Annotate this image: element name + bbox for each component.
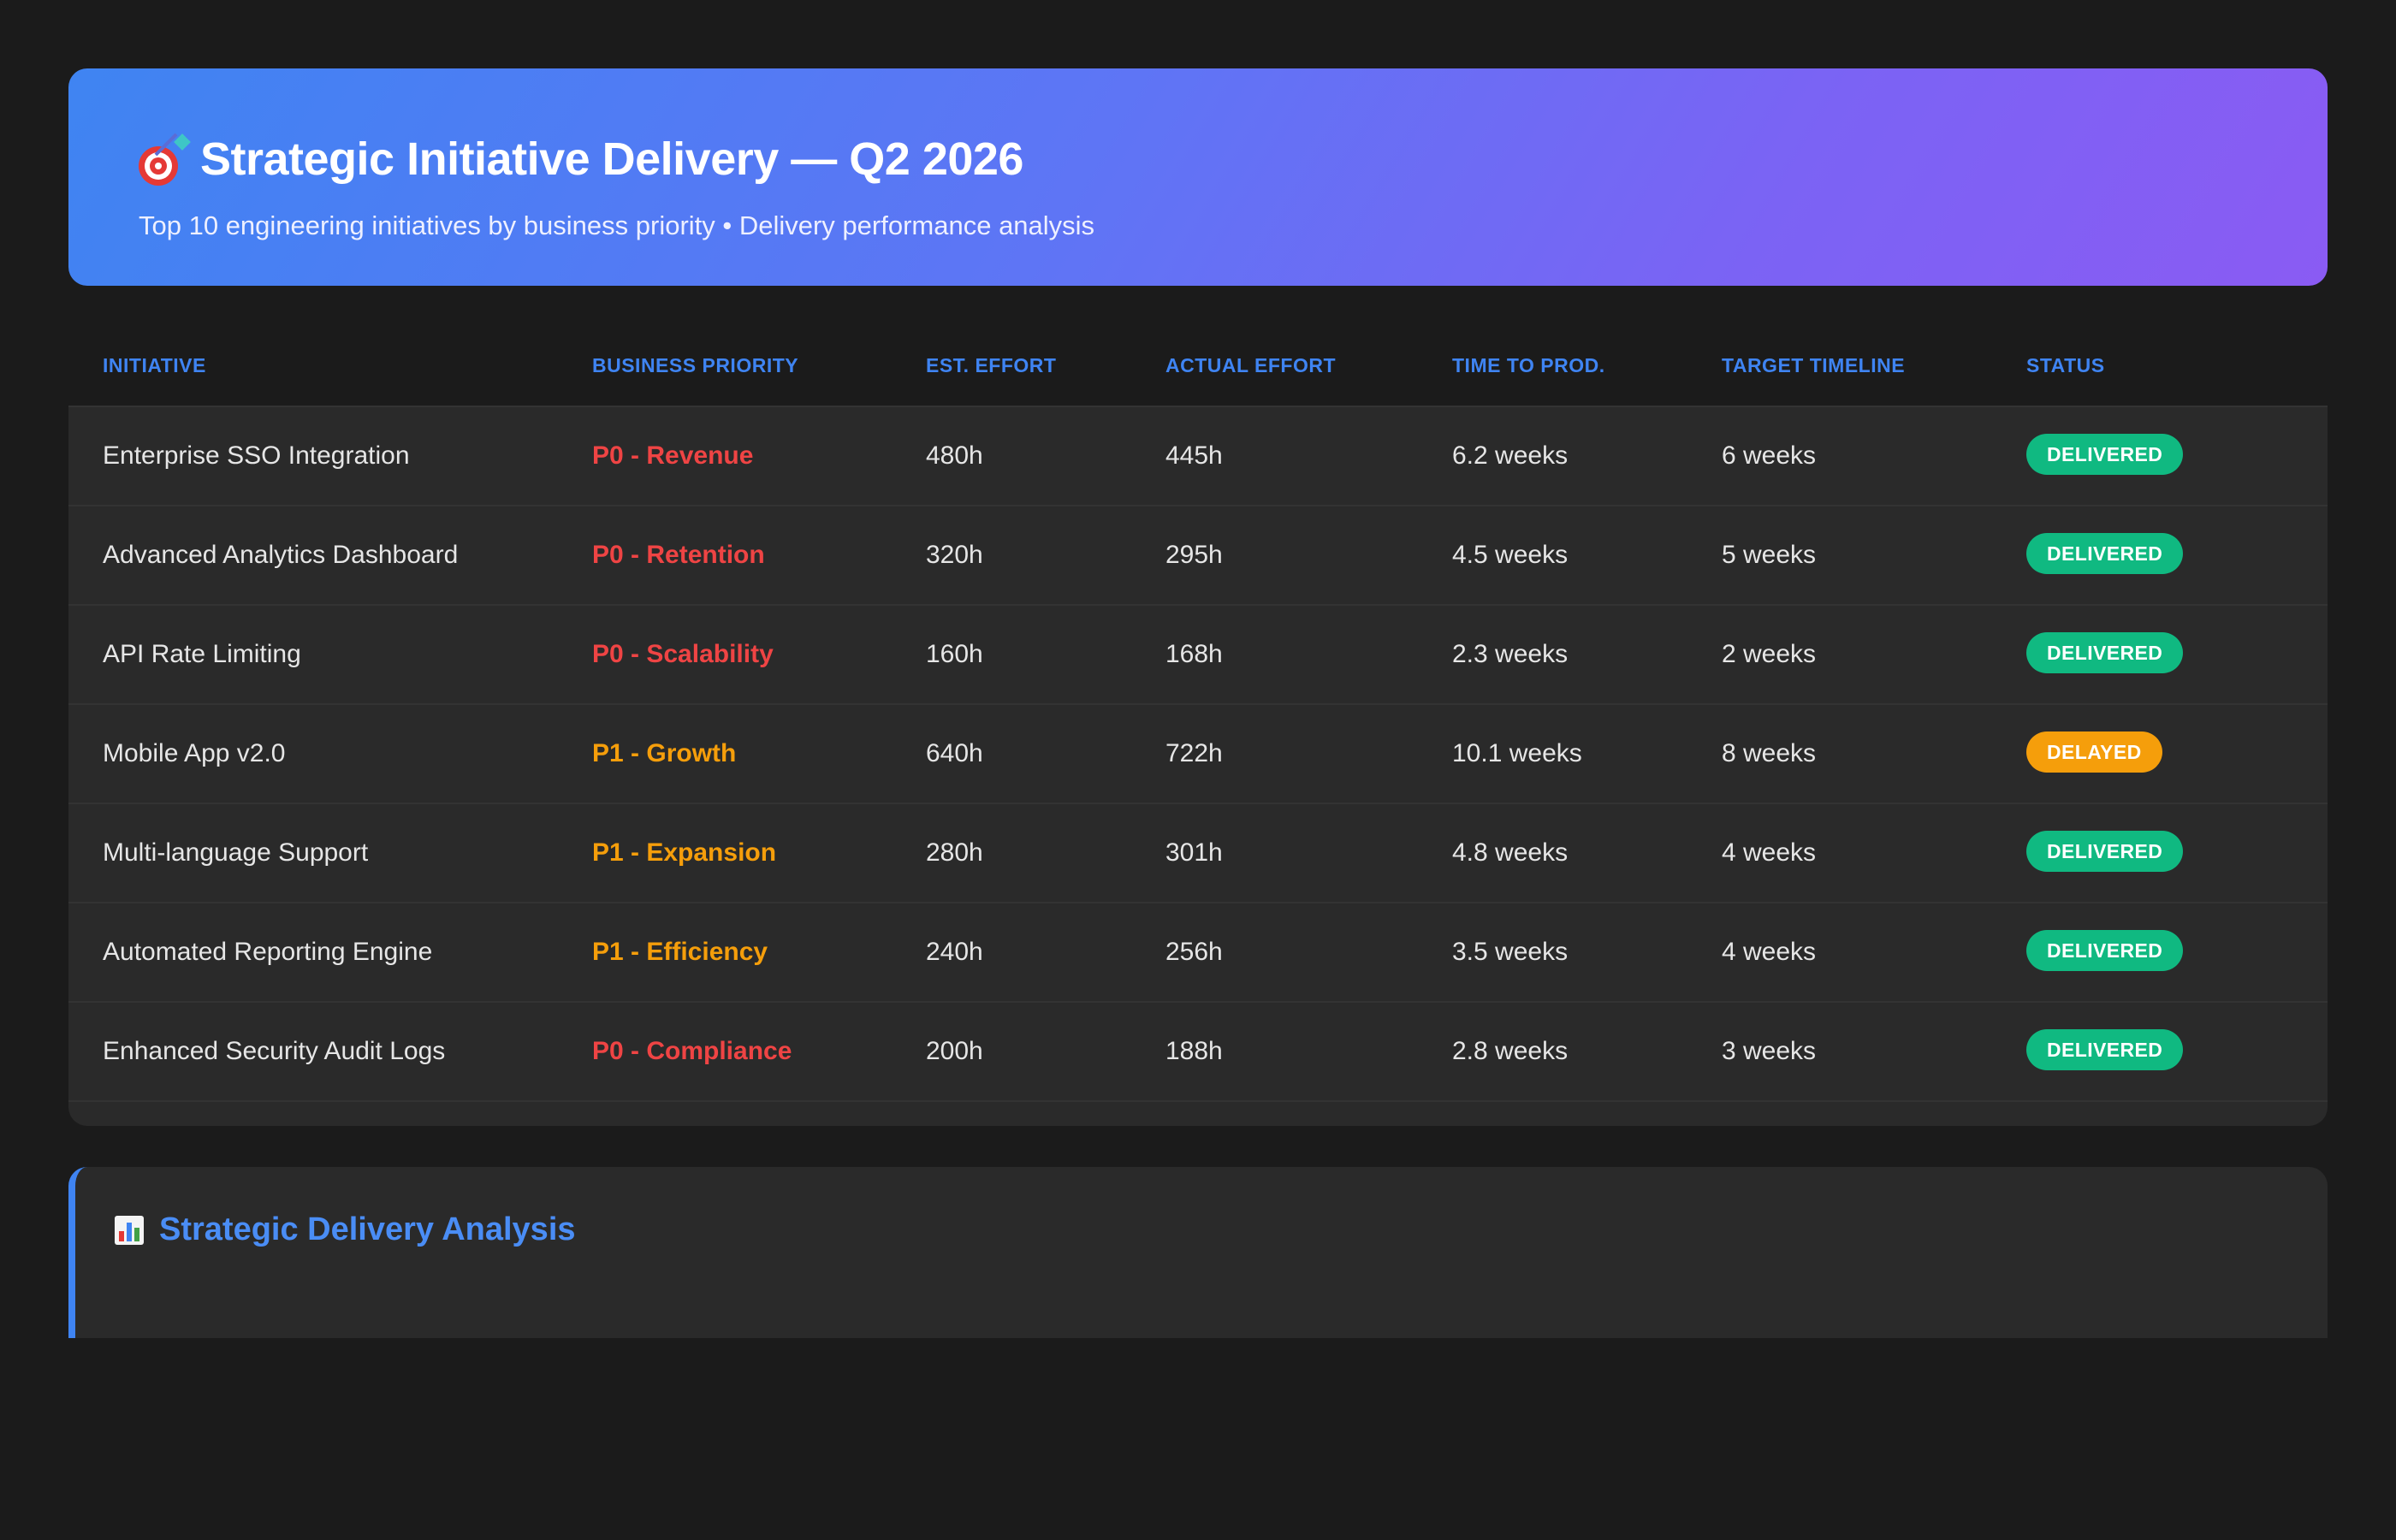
cell-initiative: Automated Reporting Engine	[103, 938, 433, 966]
cell-priority: P1 - Efficiency	[592, 938, 926, 967]
cell-priority: P1 - Growth	[592, 739, 926, 768]
cell-priority: P0 - Compliance	[592, 1037, 926, 1066]
status-badge: DELIVERED	[2026, 632, 2184, 673]
table-row[interactable]: Advanced Analytics Dashboard P0 - Retenti…	[68, 506, 2328, 606]
initiatives-table: INITIATIVE BUSINESS PRIORITY EST. EFFORT…	[68, 325, 2328, 1126]
target-icon	[137, 133, 191, 187]
cell-target-timeline: 2 weeks	[1722, 640, 1817, 668]
status-badge: DELIVERED	[2026, 1029, 2184, 1070]
priority-label: P1 - Efficiency	[592, 938, 768, 966]
status-badge: DELIVERED	[2026, 831, 2184, 872]
cell-initiative: API Rate Limiting	[103, 640, 301, 668]
table-row[interactable]: Automated Reporting Engine P1 - Efficienc…	[68, 903, 2328, 1003]
column-header-target-timeline[interactable]: TARGET TIMELINE	[1722, 353, 1906, 376]
analysis-section: Strategic Delivery Analysis	[68, 1167, 2328, 1338]
cell-target-timeline: 4 weeks	[1722, 838, 1817, 867]
cell-target-timeline: 4 weeks	[1722, 938, 1817, 966]
table-row[interactable]: API Rate Limiting P0 - Scalability 160h 168…	[68, 606, 2328, 705]
table-row[interactable]: Multi-language Support P1 - Expansion 280h…	[68, 804, 2328, 903]
cell-actual-effort: 295h	[1165, 541, 1223, 569]
cell-est-effort: 200h	[926, 1037, 983, 1065]
cell-est-effort: 160h	[926, 640, 983, 668]
table-header: INITIATIVE BUSINESS PRIORITY EST. EFFORT…	[68, 325, 2328, 407]
column-header-initiative[interactable]: INITIATIVE	[103, 353, 206, 376]
cell-status: DELIVERED	[2026, 632, 2328, 675]
cell-est-effort: 280h	[926, 838, 983, 867]
table-body: Enterprise SSO Integration P0 - Revenue 48…	[68, 407, 2328, 1126]
cell-time-to-prod: 4.8 weeks	[1452, 838, 1569, 867]
cell-target-timeline: 5 weeks	[1722, 541, 1817, 569]
cell-target-timeline: 3 weeks	[1722, 1037, 1817, 1065]
cell-est-effort: 640h	[926, 739, 983, 767]
cell-status: DELIVERED	[2026, 831, 2328, 874]
cell-time-to-prod: 3.5 weeks	[1452, 938, 1569, 966]
cell-actual-effort: 188h	[1165, 1037, 1223, 1065]
cell-time-to-prod: 10.1 weeks	[1452, 739, 1582, 767]
cell-actual-effort: 722h	[1165, 739, 1223, 767]
cell-status: DELIVERED	[2026, 930, 2328, 973]
page-subtitle: Top 10 engineering initiatives by busine…	[139, 210, 1095, 240]
cell-actual-effort: 445h	[1165, 441, 1223, 470]
column-header-time-to-prod[interactable]: TIME TO PROD.	[1452, 353, 1605, 376]
cell-initiative: Enhanced Security Audit Logs	[103, 1037, 446, 1065]
column-header-status[interactable]: STATUS	[2026, 353, 2105, 376]
priority-label: P1 - Expansion	[592, 838, 777, 867]
bar-chart-icon	[115, 1215, 144, 1245]
cell-priority: P0 - Revenue	[592, 441, 926, 471]
cell-est-effort: 240h	[926, 938, 983, 966]
analysis-title: Strategic Delivery Analysis	[159, 1211, 576, 1247]
cell-priority: P0 - Retention	[592, 541, 926, 570]
cell-status: DELIVERED	[2026, 533, 2328, 576]
table-row[interactable]: Slack Integration v2P1 - Engagement120h1…	[68, 1102, 2328, 1126]
cell-priority: P0 - Scalability	[592, 640, 926, 669]
priority-label: P0 - Revenue	[592, 441, 754, 470]
column-header-est-effort[interactable]: EST. EFFORT	[926, 353, 1057, 376]
cell-initiative: Enterprise SSO Integration	[103, 441, 410, 470]
cell-est-effort: 320h	[926, 541, 983, 569]
table-row[interactable]: Mobile App v2.0 P1 - Growth 640h 722h 10.1 w…	[68, 705, 2328, 804]
cell-target-timeline: 8 weeks	[1722, 739, 1817, 767]
cell-est-effort: 480h	[926, 441, 983, 470]
cell-status: DELIVERED	[2026, 434, 2328, 477]
header-banner: Strategic Initiative Delivery — Q2 2026 …	[68, 68, 2328, 286]
priority-label: P0 - Retention	[592, 541, 765, 569]
cell-initiative: Mobile App v2.0	[103, 739, 286, 767]
cell-priority: P1 - Expansion	[592, 838, 926, 868]
cell-initiative: Advanced Analytics Dashboard	[103, 541, 459, 569]
column-header-actual-effort[interactable]: ACTUAL EFFORT	[1165, 353, 1337, 376]
cell-status: DELIVERED	[2026, 1029, 2328, 1072]
priority-label: P1 - Growth	[592, 739, 737, 767]
cell-time-to-prod: 6.2 weeks	[1452, 441, 1569, 470]
status-badge: DELIVERED	[2026, 533, 2184, 574]
cell-time-to-prod: 2.8 weeks	[1452, 1037, 1569, 1065]
title-row: Strategic Initiative Delivery — Q2 2026	[137, 123, 2259, 195]
table-row[interactable]: Enterprise SSO Integration P0 - Revenue 48…	[68, 407, 2328, 506]
cell-status: DELAYED	[2026, 732, 2328, 774]
cell-time-to-prod: 2.3 weeks	[1452, 640, 1569, 668]
cell-time-to-prod: 4.5 weeks	[1452, 541, 1569, 569]
cell-actual-effort: 256h	[1165, 938, 1223, 966]
cell-actual-effort: 301h	[1165, 838, 1223, 867]
page-title: Strategic Initiative Delivery — Q2 2026	[200, 133, 1023, 185]
priority-label: P0 - Scalability	[592, 640, 774, 668]
status-badge: DELAYED	[2026, 732, 2162, 773]
column-header-priority[interactable]: BUSINESS PRIORITY	[592, 353, 799, 376]
table-row[interactable]: Enhanced Security Audit Logs P0 - Complia…	[68, 1003, 2328, 1102]
cell-actual-effort: 168h	[1165, 640, 1223, 668]
priority-label: P0 - Compliance	[592, 1037, 792, 1065]
status-badge: DELIVERED	[2026, 434, 2184, 475]
cell-initiative: Multi-language Support	[103, 838, 369, 867]
cell-target-timeline: 6 weeks	[1722, 441, 1817, 470]
status-badge: DELIVERED	[2026, 930, 2184, 971]
analysis-title-row: Strategic Delivery Analysis	[115, 1211, 2328, 1248]
